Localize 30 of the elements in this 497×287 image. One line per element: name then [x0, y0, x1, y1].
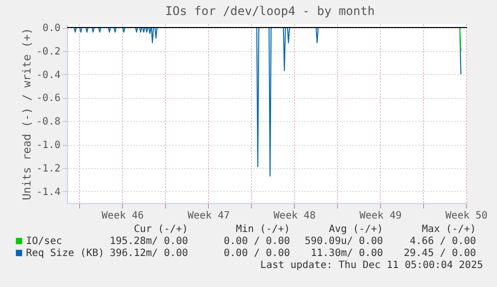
text: 396.12m/ 0.00 — [110, 248, 188, 259]
text: Max (-/+) — [422, 224, 476, 235]
x-tick-label: Week 49 — [359, 210, 402, 222]
text: Cur (-/+) — [134, 224, 188, 235]
text: 590.09u/ 0.00 — [304, 236, 383, 247]
x-tick-label: Week 46 — [102, 210, 144, 222]
text: Avg (-/+) — [328, 224, 383, 235]
y-axis-title: Units read (-) / write (+) — [20, 28, 34, 200]
y-tick-label: -0.2 — [36, 46, 60, 58]
legend-label: Req Size (KB) — [26, 248, 104, 259]
text: 0.00 / 0.00 — [224, 236, 290, 247]
text: 11.30m/ 0.00 — [310, 248, 383, 259]
chart-title: IOs for /dev/loop4 - by month — [165, 4, 375, 18]
y-tick-label: -0.6 — [36, 93, 60, 104]
y-tick-label: -0.8 — [36, 116, 60, 128]
text: 195.28m/ 0.00 — [110, 236, 188, 247]
text: 4.66 / 0.00 — [410, 236, 476, 247]
y-tick-label: -1.4 — [36, 186, 60, 198]
text: Last update: Thu Dec 11 05:00:04 2025 — [260, 260, 483, 271]
text: Min (-/+) — [236, 224, 290, 235]
x-tick-label: Week 47 — [188, 210, 230, 222]
text: 29.45 / 0.00 — [404, 248, 476, 259]
x-tick-label: Week 48 — [274, 210, 316, 222]
y-tick-label: 0.0 — [42, 23, 60, 34]
y-tick-label: -1.0 — [36, 140, 60, 152]
legend-label: IO/sec — [26, 236, 62, 247]
y-tick-label: -1.2 — [36, 163, 60, 174]
y-tick-label: -0.4 — [36, 70, 60, 81]
x-tick-label: Week 50 — [445, 210, 488, 222]
text: 0.00 / 0.00 — [224, 248, 290, 259]
